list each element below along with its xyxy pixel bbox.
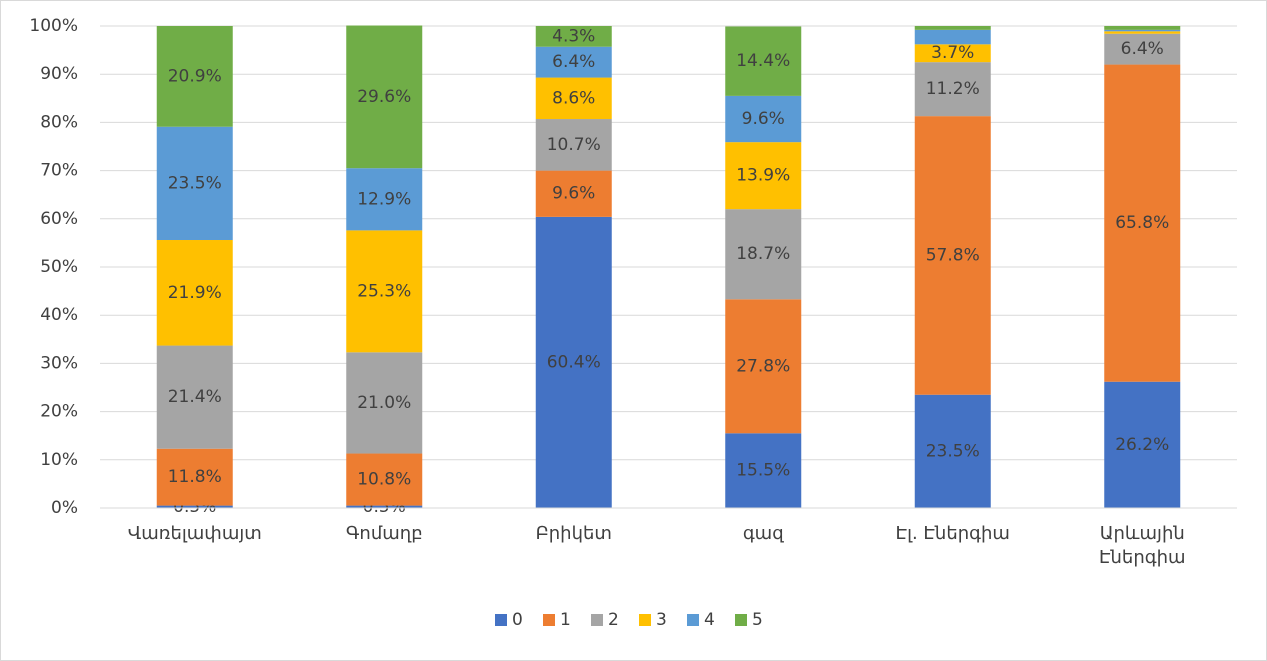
data-label: 20.9%: [168, 66, 222, 86]
bar-segment: [156, 448, 233, 506]
legend-swatch: [639, 614, 651, 626]
bar-segment: [156, 26, 233, 127]
data-label: 9.6%: [742, 109, 785, 129]
bar-segment: [1104, 64, 1181, 382]
legend-swatch: [543, 614, 555, 626]
y-tick-label: 90%: [40, 64, 78, 84]
legend-label: 5: [752, 610, 763, 630]
y-tick-label: 100%: [29, 16, 78, 36]
data-label: 27.8%: [736, 356, 790, 376]
y-tick-label: 40%: [40, 305, 78, 325]
data-label: 11.8%: [168, 467, 222, 487]
y-tick-label: 50%: [40, 257, 78, 277]
bar-segment: [725, 209, 802, 300]
bar-segment: [535, 216, 612, 508]
bar-segment: [725, 142, 802, 210]
bar-segment: [156, 345, 233, 449]
bar-segment: [725, 299, 802, 434]
bar-segment: [914, 116, 991, 395]
bar-segment: [346, 168, 423, 231]
x-tick-label: Վառելափայտ: [127, 523, 262, 544]
data-label: 57.8%: [926, 245, 980, 265]
bar-segment: [156, 240, 233, 346]
bar-segment: [914, 62, 991, 117]
data-label: 18.7%: [736, 244, 790, 264]
bar-segment: [1104, 31, 1181, 34]
legend-label: 2: [608, 610, 619, 630]
y-tick-label: 0%: [51, 498, 78, 518]
bar-segment: [535, 170, 612, 217]
legend-label: 4: [704, 610, 715, 630]
bar-segment: [725, 95, 802, 143]
legend-label: 1: [560, 610, 571, 630]
x-tick-label: Բրիկետ: [535, 523, 612, 544]
data-label: 11.2%: [926, 79, 980, 99]
data-label: 21.9%: [168, 283, 222, 303]
x-tick-label: Արևային Էներգիա: [1098, 523, 1186, 568]
bar-segment: [914, 29, 991, 45]
data-label: 6.4%: [552, 52, 595, 72]
bar-segment: [346, 352, 423, 454]
bar-segment: [346, 453, 423, 506]
data-label: 23.5%: [168, 173, 222, 193]
legend-swatch: [735, 614, 747, 626]
data-label: 60.4%: [547, 352, 601, 372]
data-label: 15.5%: [736, 461, 790, 481]
bar-segment: [914, 44, 991, 63]
data-label: 21.0%: [357, 393, 411, 413]
x-tick-label: գազ: [742, 523, 784, 544]
data-label: 21.4%: [168, 387, 222, 407]
data-label: 65.8%: [1115, 213, 1169, 233]
bar-segment: [156, 505, 233, 508]
data-label: 8.6%: [552, 88, 595, 108]
y-tick-label: 70%: [40, 161, 78, 181]
y-tick-label: 30%: [40, 353, 78, 373]
bar-segment: [914, 394, 991, 508]
y-tick-label: 60%: [40, 209, 78, 229]
bar-segment: [1104, 26, 1181, 30]
x-tick-label: Էլ. Էներգիա: [895, 523, 1010, 544]
bar-segment: [1104, 29, 1181, 32]
bar-segment: [535, 119, 612, 171]
y-tick-label: 20%: [40, 402, 78, 422]
data-label: 23.5%: [926, 441, 980, 461]
bar-segment: [535, 26, 612, 47]
y-tick-label: 10%: [40, 450, 78, 470]
data-label: 6.4%: [1121, 39, 1164, 59]
bar-segment: [725, 433, 802, 508]
data-label: 4.3%: [552, 26, 595, 46]
data-label: 14.4%: [736, 51, 790, 71]
bar-segment: [346, 505, 423, 508]
legend-label: 3: [656, 610, 667, 630]
data-label: 12.9%: [357, 189, 411, 209]
legend-swatch: [687, 614, 699, 626]
legend-swatch: [495, 614, 507, 626]
bar-segment: [156, 126, 233, 241]
data-label: 9.6%: [552, 184, 595, 204]
bar-segment: [346, 230, 423, 353]
data-label: 26.2%: [1115, 435, 1169, 455]
data-label: 29.6%: [357, 87, 411, 107]
legend-label: 0: [512, 610, 523, 630]
bar-segment: [1104, 33, 1181, 65]
x-tick-label: Գոմաղբ: [345, 523, 423, 544]
bar-segment: [725, 26, 802, 96]
data-label: 13.9%: [736, 166, 790, 186]
data-label: 3.7%: [931, 43, 974, 63]
bar-segment: [535, 46, 612, 78]
bar-segment: [535, 77, 612, 120]
legend-swatch: [591, 614, 603, 626]
y-tick-label: 80%: [40, 112, 78, 132]
data-label: 25.3%: [357, 281, 411, 301]
bar-segment: [1104, 381, 1181, 508]
data-label: 10.7%: [547, 135, 601, 155]
bar-segment: [914, 26, 991, 30]
data-label: 10.8%: [357, 470, 411, 490]
bar-segment: [346, 25, 423, 169]
